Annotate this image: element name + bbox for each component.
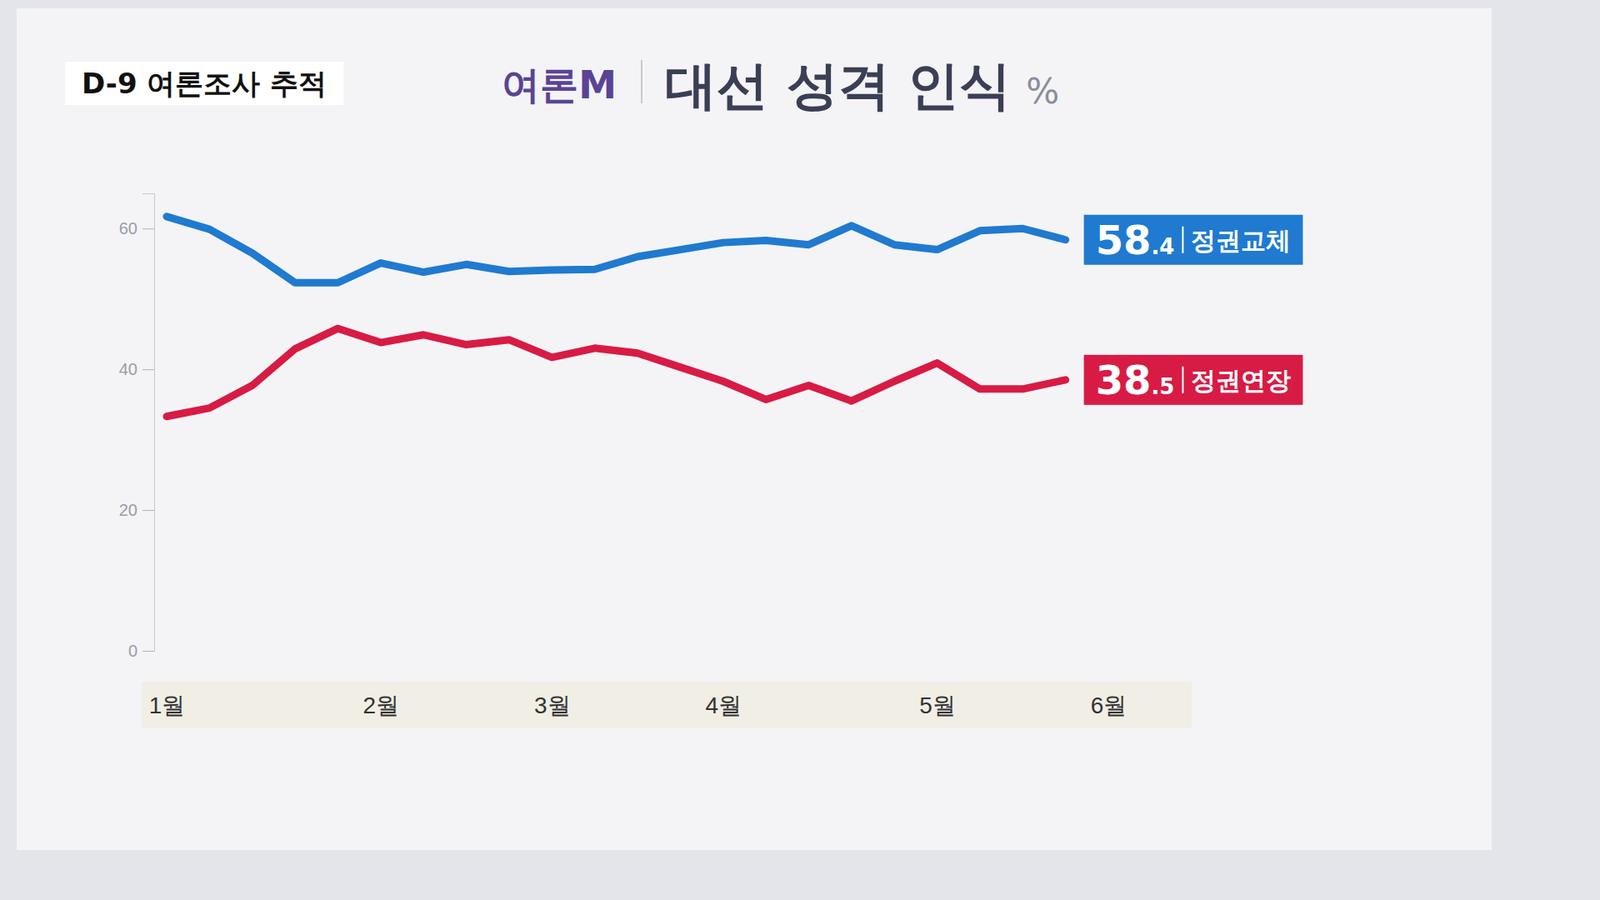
y-tick-label: 20: [119, 500, 138, 520]
end-label: 38.5 정권연장: [1084, 355, 1304, 405]
series-name: 정권연장: [1190, 365, 1291, 395]
y-tick-label: 0: [128, 641, 138, 660]
y-tick: 60: [119, 219, 155, 238]
x-tick-label: 3월: [534, 692, 571, 719]
x-axis-line: [167, 705, 1110, 706]
end-label: 58.4 정권교체: [1084, 215, 1304, 265]
board: [16, 8, 1492, 850]
x-axis: 1월 2월 3월 4월 5월 6월: [149, 692, 1128, 719]
separator: [640, 60, 643, 104]
title: 대선 성격 인식: [665, 55, 1011, 116]
chart: D-9 여론조사 추적 여론M 대선 성격 인식% 0 20 40 60 1월 2월 3월 4월 5월…: [0, 0, 1600, 900]
x-tick: 6월: [1090, 692, 1128, 719]
plot-area: [166, 216, 1066, 417]
end-labels: 58.4 정권교체 38.5 정권연장: [1084, 215, 1304, 405]
y-tick: 0: [128, 641, 155, 660]
x-tick-label: 5월: [919, 692, 956, 719]
x-tick: 1월: [149, 692, 186, 719]
series-name: 정권교체: [1190, 225, 1291, 255]
y-tick-mark: [142, 228, 155, 230]
x-tick-label: 4월: [705, 692, 742, 719]
y-axis-line: [142, 194, 155, 652]
end-label-box: [1084, 215, 1304, 265]
y-tick-mark: [142, 650, 155, 652]
y-tick-label: 60: [119, 219, 138, 238]
tag-box: D-9 여론조사 추적: [65, 61, 344, 105]
x-tick: 5월: [919, 692, 956, 719]
end-label-box: [1084, 355, 1304, 405]
y-tick-label: 40: [119, 360, 138, 379]
series-line: [166, 216, 1066, 283]
data-label: 58.4: [1095, 216, 1175, 264]
x-axis-band: [141, 681, 1192, 729]
y-tick-mark: [142, 510, 155, 511]
tag-text: D-9 여론조사 추적: [81, 66, 327, 100]
end-label-separator: [1181, 226, 1184, 254]
end-label-separator: [1181, 366, 1184, 394]
tag-background: [65, 61, 344, 105]
background: [0, 0, 1600, 900]
y-axis-unit: %: [1025, 70, 1060, 112]
logo: 여론M: [501, 62, 617, 108]
y-axis: 0 20 40 60: [119, 194, 155, 660]
x-tick: 2월: [363, 692, 400, 719]
x-tick: 4월: [705, 692, 742, 719]
x-tick-label: 6월: [1090, 692, 1128, 719]
x-tick: 3월: [534, 692, 571, 719]
x-tick-label: 2월: [363, 692, 400, 719]
y-tick-mark: [142, 369, 155, 370]
y-tick: 40: [119, 360, 155, 379]
x-tick-label: 1월: [149, 692, 186, 719]
y-tick: 20: [119, 500, 155, 520]
series-line: [166, 328, 1066, 417]
data-label: 38.5: [1095, 356, 1175, 404]
